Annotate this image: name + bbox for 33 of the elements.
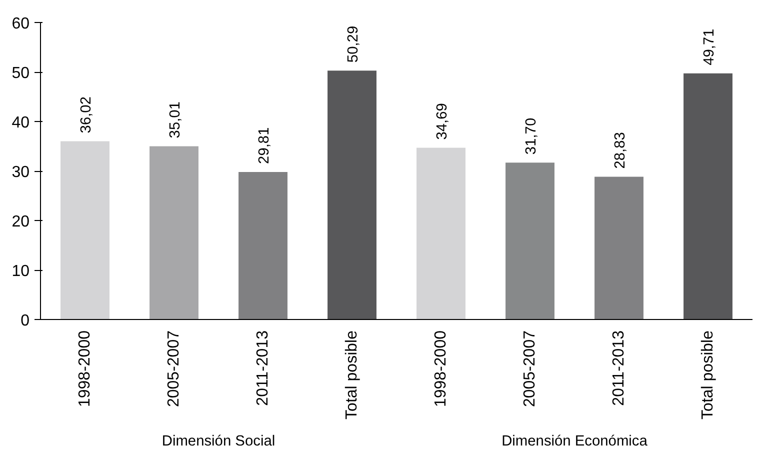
x-tick-label: 2011-2013 [610,330,628,406]
data-label: 36,02 [78,96,94,134]
bar [684,73,732,320]
x-tick-label: 1998-2000 [76,330,94,408]
y-tick-label: 40 [12,114,30,132]
data-label: 50,29 [346,26,362,63]
x-tick-label: 2005-2007 [166,330,182,408]
y-tick-label: 20 [12,214,30,230]
text: Dimensión Económica [502,434,648,450]
x-tick-label: 2005-2007 [522,330,538,408]
data-label: 29,81 [256,127,272,164]
data-label: 28,83 [612,132,628,169]
bar [328,70,376,320]
x-tick-label: Total posible [700,330,716,420]
x-tick-label: 2011-2013 [254,330,272,406]
x-tick-label: 1998-2000 [432,330,450,408]
x-tick-label: Total posible [344,330,360,420]
y-tick-label: 0 [20,312,30,330]
bar [594,176,644,320]
bar [506,162,554,320]
data-label: 34,69 [434,103,450,140]
data-label: 49,71 [702,28,718,66]
bar [150,146,198,320]
data-label: 35,01 [168,102,184,138]
y-tick-label: 10 [12,263,30,280]
bar [238,172,288,320]
bar [416,148,466,320]
text: Dimensión Social [162,434,276,450]
data-label: 31,70 [524,118,540,155]
y-tick-label: 30 [12,164,30,181]
bar [60,141,110,320]
y-tick-label: 60 [12,16,30,32]
y-tick-label: 50 [12,65,30,82]
